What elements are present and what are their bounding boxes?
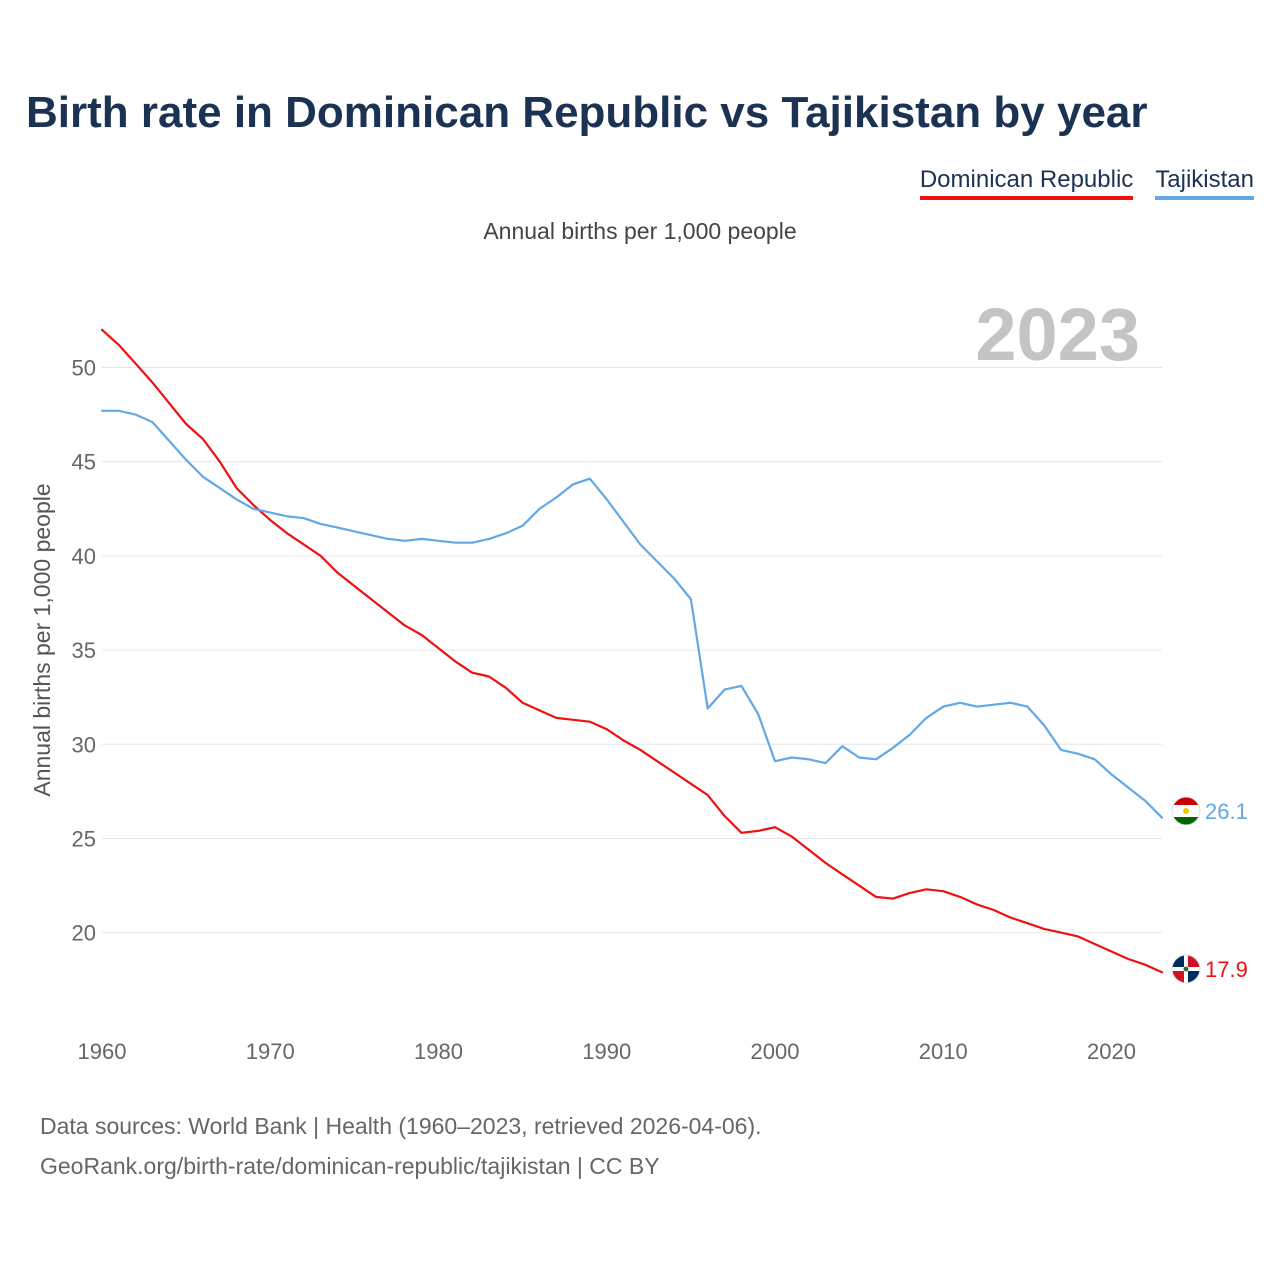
y-tick-label-45: 45 [72, 450, 96, 475]
y-tick-label-25: 25 [72, 826, 96, 851]
legend-item-tajikistan[interactable]: Tajikistan [1155, 166, 1254, 200]
y-axis-title: Annual births per 1,000 people [29, 483, 55, 796]
chart-title: Birth rate in Dominican Republic vs Taji… [26, 88, 1148, 137]
dominican-republic-end-value: 17.9 [1205, 957, 1248, 982]
series-lines [100, 328, 1164, 974]
x-tick-label-2010: 2010 [919, 1039, 968, 1064]
x-tick-label-1970: 1970 [246, 1039, 295, 1064]
x-axis-ticks: 1960 1970 1980 1990 2000 2010 2020 [78, 1039, 1136, 1064]
chart-subtitle: Annual births per 1,000 people [483, 218, 797, 244]
x-tick-label-1980: 1980 [414, 1039, 463, 1064]
gridlines [102, 367, 1162, 934]
line-chart: 20 25 30 35 40 45 50 1960 1970 1980 1990 2000 2010 2… [29, 293, 1248, 1064]
data-source-note: Data sources: World Bank | Health (1960–… [40, 1113, 762, 1139]
tajikistan-flag-icon [1171, 796, 1201, 826]
y-axis-ticks: 20 25 30 35 40 45 50 [72, 356, 96, 946]
dominican-republic-flag-icon [1171, 954, 1201, 984]
footer: Data sources: World Bank | Health (1960–… [40, 1106, 762, 1186]
series-line-dominican-republic [100, 328, 1164, 974]
source-url[interactable]: GeoRank.org/birth-rate/dominican-republi… [40, 1153, 660, 1179]
y-tick-label-40: 40 [72, 544, 96, 569]
tajikistan-end-value: 26.1 [1205, 799, 1248, 824]
x-tick-label-2000: 2000 [751, 1039, 800, 1064]
x-tick-label-2020: 2020 [1087, 1039, 1136, 1064]
legend-item-dominican-republic[interactable]: Dominican Republic [919, 166, 1134, 200]
y-tick-label-30: 30 [72, 732, 96, 757]
y-tick-label-20: 20 [72, 921, 96, 946]
series-line-tajikistan [100, 409, 1164, 819]
legend: Dominican Republic Tajikistan [919, 166, 1254, 200]
y-tick-label-35: 35 [72, 638, 96, 663]
x-tick-label-1960: 1960 [78, 1039, 127, 1064]
year-watermark: 2023 [975, 293, 1140, 376]
x-tick-label-1990: 1990 [582, 1039, 631, 1064]
y-tick-label-50: 50 [72, 356, 96, 381]
